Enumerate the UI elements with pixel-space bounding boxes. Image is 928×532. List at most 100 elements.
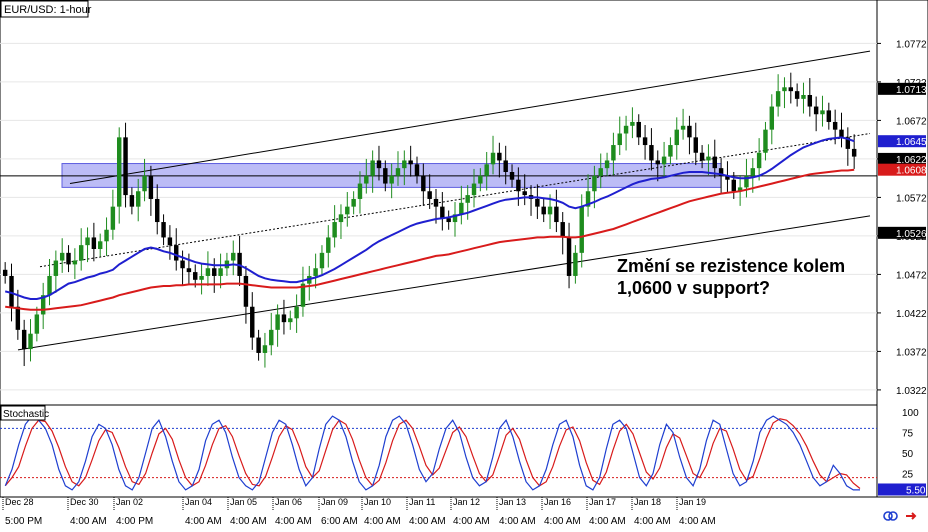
symbol-title-box bbox=[0, 0, 89, 18]
annotation-line-1: Změní se rezistence kolem bbox=[617, 256, 845, 276]
candle-body bbox=[294, 306, 299, 319]
candle-body bbox=[193, 272, 198, 280]
candle-body bbox=[402, 160, 407, 169]
candle-body bbox=[2, 269, 8, 276]
candle-body bbox=[161, 222, 166, 238]
candle-body bbox=[744, 175, 749, 188]
candle-body bbox=[136, 191, 141, 207]
candle-body bbox=[275, 314, 280, 330]
candle-body bbox=[839, 129, 844, 138]
candle-body bbox=[775, 91, 781, 107]
candle-body bbox=[72, 260, 78, 265]
price-panel bbox=[0, 0, 878, 406]
candle-body bbox=[573, 252, 578, 276]
channel-upper-line bbox=[69, 50, 871, 185]
candle-body bbox=[446, 218, 451, 223]
candle-body bbox=[801, 95, 806, 99]
candle-body bbox=[205, 268, 211, 276]
price-tag-box bbox=[878, 163, 926, 176]
candle-body bbox=[395, 168, 401, 176]
candle-body bbox=[706, 156, 711, 161]
date-label: Dec 28 bbox=[5, 497, 34, 507]
candle-body bbox=[655, 160, 660, 165]
candle-body bbox=[763, 129, 768, 153]
price-tag-box bbox=[878, 82, 926, 95]
channel-lower-line bbox=[17, 215, 871, 351]
ma-red-line bbox=[5, 168, 855, 311]
date-label: Jan 12 bbox=[453, 497, 480, 507]
candle-body bbox=[167, 237, 173, 246]
date-label: Jan 16 bbox=[544, 497, 571, 507]
candle-body bbox=[376, 160, 382, 169]
stochastic-tick-label: 50 bbox=[902, 449, 914, 460]
candle-body bbox=[174, 245, 179, 261]
candle-body bbox=[845, 137, 851, 149]
candle-body bbox=[370, 160, 375, 176]
candle-body bbox=[440, 206, 445, 219]
link-icon[interactable] bbox=[883, 511, 898, 521]
candle-body bbox=[788, 87, 794, 92]
candle-body bbox=[522, 191, 527, 196]
candle-body bbox=[243, 275, 249, 307]
candle-body bbox=[497, 152, 502, 161]
candle-body bbox=[756, 152, 762, 169]
candle-body bbox=[34, 314, 40, 334]
arrow-icon[interactable] bbox=[904, 510, 918, 523]
price-tick-label: 1.0422 bbox=[896, 309, 927, 320]
stochastic-tick-label: 25 bbox=[902, 470, 914, 481]
candle-body bbox=[212, 268, 217, 276]
candle-body bbox=[516, 179, 521, 192]
candles bbox=[2, 72, 857, 368]
candle-body bbox=[427, 191, 432, 199]
candle-body bbox=[826, 110, 832, 122]
candle-body bbox=[148, 175, 154, 199]
candle-body bbox=[319, 252, 325, 269]
candle-body bbox=[592, 175, 597, 192]
price-tag-label: 1.0713 bbox=[896, 85, 927, 96]
candle-body bbox=[560, 222, 565, 238]
candle-body bbox=[9, 275, 14, 307]
grid bbox=[0, 42, 877, 391]
candle-body bbox=[820, 110, 825, 115]
date-axis: Dec 28 5:00 PM Dec 30 4:00 AM Jan 02 4:00 PM J… bbox=[2, 497, 716, 527]
candle-body bbox=[630, 121, 635, 126]
price-tag-label: 1.0645 bbox=[896, 137, 927, 148]
candle-body bbox=[313, 268, 318, 276]
candle-body bbox=[180, 260, 185, 269]
candle-body bbox=[478, 175, 483, 184]
moving-averages bbox=[4, 136, 855, 311]
date-label: Jan 02 bbox=[116, 497, 143, 507]
candle-body bbox=[104, 229, 109, 242]
candle-body bbox=[699, 152, 705, 161]
candle-body bbox=[326, 237, 331, 253]
candle-body bbox=[357, 183, 363, 199]
candle-body bbox=[351, 198, 356, 207]
candle-body bbox=[218, 268, 223, 276]
time-label: 4:00 AM bbox=[409, 516, 446, 527]
candle-body bbox=[199, 275, 204, 280]
candle-body bbox=[250, 306, 255, 338]
stochastic-tick-label: 75 bbox=[902, 429, 914, 440]
candle-body bbox=[452, 214, 458, 223]
candle-body bbox=[345, 206, 350, 215]
price-tick-label: 1.0672 bbox=[896, 116, 927, 127]
candle-body bbox=[231, 252, 236, 261]
price-tag-box bbox=[878, 152, 926, 165]
date-label: Jan 09 bbox=[321, 497, 348, 507]
candle-body bbox=[547, 206, 553, 215]
price-tick-label: 1.0772 bbox=[896, 39, 927, 50]
candle-body bbox=[718, 168, 724, 176]
time-label: 5:00 PM bbox=[5, 516, 42, 527]
candle-body bbox=[256, 337, 261, 353]
stochastic-tag-box bbox=[878, 483, 926, 496]
date-label: Jan 10 bbox=[364, 497, 391, 507]
time-label: 6:00 AM bbox=[321, 516, 358, 527]
candle-body bbox=[389, 175, 394, 184]
price-tag-label: 1.0622 bbox=[896, 155, 927, 166]
candle-body bbox=[541, 206, 546, 215]
candle-body bbox=[186, 268, 192, 273]
date-label: Jan 11 bbox=[409, 497, 435, 507]
date-label: Jan 13 bbox=[499, 497, 526, 507]
candle-body bbox=[300, 283, 306, 307]
